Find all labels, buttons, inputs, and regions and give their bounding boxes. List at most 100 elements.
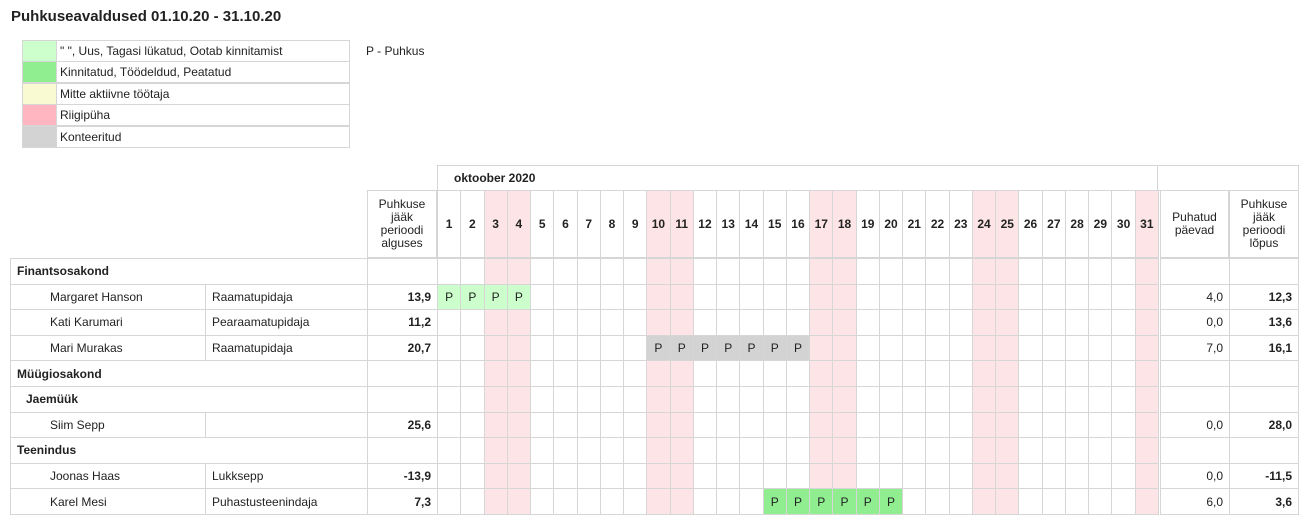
day-header: 30 bbox=[1111, 190, 1136, 258]
day-cell bbox=[1111, 334, 1136, 362]
day-header: 13 bbox=[716, 190, 741, 258]
day-cell bbox=[1111, 462, 1136, 490]
day-cell bbox=[971, 283, 997, 311]
day-cell bbox=[1134, 258, 1159, 285]
day-cell bbox=[1088, 488, 1113, 515]
day-cell bbox=[902, 386, 927, 413]
day-cell bbox=[716, 488, 741, 515]
day-cell bbox=[576, 258, 601, 285]
day-cell bbox=[855, 462, 880, 490]
day-cell bbox=[1088, 462, 1113, 490]
day-cell bbox=[483, 386, 508, 413]
day-cell bbox=[669, 309, 694, 336]
day-cell bbox=[669, 386, 694, 413]
day-cell bbox=[1134, 283, 1159, 311]
group-name: Müügiosakond bbox=[10, 360, 368, 387]
day-cell bbox=[809, 258, 834, 285]
day-cell bbox=[971, 437, 997, 464]
day-cell bbox=[437, 462, 462, 490]
day-header: 27 bbox=[1041, 190, 1066, 258]
day-cell bbox=[669, 437, 694, 464]
day-cell bbox=[948, 309, 973, 336]
day-cell bbox=[902, 309, 927, 336]
used-days bbox=[1160, 437, 1230, 464]
day-cell bbox=[530, 360, 555, 387]
day-cell bbox=[1018, 462, 1043, 490]
employee-name: Kati Karumari bbox=[10, 309, 206, 336]
day-header: 20 bbox=[878, 190, 904, 258]
day-cell bbox=[762, 462, 787, 490]
day-cell bbox=[739, 488, 764, 515]
day-cell: P bbox=[809, 488, 834, 515]
job-title: Pearaamatupidaja bbox=[205, 309, 368, 336]
day-cell bbox=[1018, 309, 1043, 336]
day-cell bbox=[576, 283, 601, 311]
day-cell bbox=[530, 411, 555, 439]
day-cell bbox=[1088, 283, 1113, 311]
day-cell bbox=[878, 411, 904, 439]
day-cell bbox=[878, 283, 904, 311]
day-cell bbox=[553, 283, 578, 311]
day-cell bbox=[832, 437, 857, 464]
legend-label: Mitte aktiivne töötaja bbox=[56, 82, 350, 105]
day-cell bbox=[1041, 437, 1066, 464]
day-cell bbox=[995, 309, 1020, 336]
day-cell bbox=[1134, 462, 1159, 490]
day-cell bbox=[1111, 309, 1136, 336]
day-cell bbox=[1088, 309, 1113, 336]
day-cell bbox=[599, 283, 625, 311]
day-cell bbox=[646, 309, 671, 336]
day-cell bbox=[902, 462, 927, 490]
day-cell bbox=[971, 258, 997, 285]
day-cell bbox=[785, 386, 811, 413]
day-cell bbox=[576, 462, 601, 490]
day-cell bbox=[1111, 437, 1136, 464]
day-cell: P bbox=[832, 488, 857, 515]
day-cell bbox=[506, 488, 532, 515]
day-cell bbox=[1088, 437, 1113, 464]
day-cell bbox=[646, 488, 671, 515]
day-cell bbox=[1111, 283, 1136, 311]
day-cell bbox=[692, 462, 718, 490]
day-cell bbox=[553, 334, 578, 362]
day-cell bbox=[1041, 411, 1066, 439]
day-cell bbox=[948, 411, 973, 439]
job-title: Puhastusteenindaja bbox=[205, 488, 368, 515]
day-cell bbox=[948, 283, 973, 311]
legend-swatch bbox=[22, 61, 57, 84]
day-cell bbox=[1134, 386, 1159, 413]
day-cell bbox=[483, 462, 508, 490]
day-cell bbox=[599, 309, 625, 336]
day-cell bbox=[1041, 258, 1066, 285]
day-cell bbox=[995, 437, 1020, 464]
used-days bbox=[1160, 360, 1230, 387]
day-cell bbox=[599, 386, 625, 413]
day-cell bbox=[809, 411, 834, 439]
used-days bbox=[1160, 258, 1230, 285]
day-cell: P bbox=[739, 334, 764, 362]
end-balance bbox=[1229, 258, 1299, 285]
day-cell bbox=[599, 462, 625, 490]
day-cell bbox=[576, 309, 601, 336]
day-cell bbox=[506, 437, 532, 464]
day-cell bbox=[1111, 488, 1136, 515]
day-cell bbox=[553, 488, 578, 515]
day-cell bbox=[506, 411, 532, 439]
day-cell bbox=[855, 386, 880, 413]
day-header: 11 bbox=[669, 190, 694, 258]
day-cell bbox=[576, 334, 601, 362]
start-balance bbox=[367, 360, 438, 387]
day-cell bbox=[506, 334, 532, 362]
day-cell bbox=[1064, 462, 1090, 490]
day-cell bbox=[646, 283, 671, 311]
day-cell bbox=[553, 437, 578, 464]
column-header: Puhkuse jääk perioodi lõpus bbox=[1229, 190, 1299, 258]
day-cell bbox=[1018, 437, 1043, 464]
employee-name: Karel Mesi bbox=[10, 488, 206, 515]
day-cell bbox=[925, 258, 950, 285]
day-cell bbox=[576, 437, 601, 464]
day-cell bbox=[971, 411, 997, 439]
day-cell bbox=[483, 360, 508, 387]
day-cell bbox=[1018, 258, 1043, 285]
day-cell bbox=[739, 386, 764, 413]
